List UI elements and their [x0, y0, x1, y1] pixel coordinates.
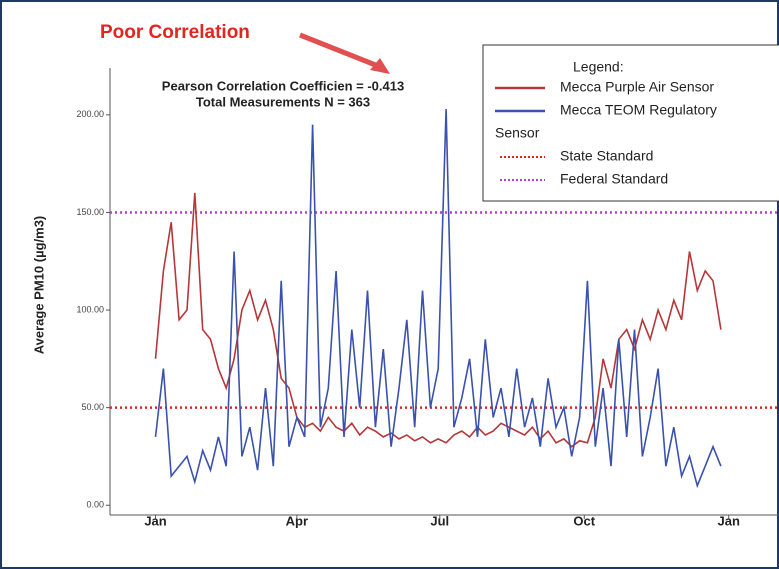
y-tick-label: 150.00 — [76, 207, 104, 217]
legend-label: State Standard — [560, 148, 653, 164]
x-tick-label: Oct — [573, 513, 595, 528]
legend-subtitle: Sensor — [495, 125, 540, 141]
series-line — [154, 192, 722, 448]
legend-label: Federal Standard — [560, 171, 668, 187]
legend-title: Legend: — [573, 59, 624, 75]
arrow-head — [370, 58, 390, 74]
y-axis-label: Average PM10 (µg/m3) — [31, 216, 46, 355]
annotation: Pearson Correlation Coefficien = -0.413 — [162, 78, 404, 93]
y-tick-label: 200.00 — [76, 109, 104, 119]
y-tick-label: 100.00 — [76, 304, 104, 314]
x-tick-label: Jan — [144, 513, 166, 528]
arrow — [299, 32, 379, 69]
x-tick-label: Apr — [286, 513, 308, 528]
x-tick-label: Jan — [718, 513, 740, 528]
y-tick-label: 50.00 — [81, 402, 104, 412]
legend-label: Mecca TEOM Regulatory — [560, 102, 717, 118]
y-tick-label: 0.00 — [86, 500, 104, 510]
x-tick-label: Jul — [430, 513, 449, 528]
series-line — [154, 108, 722, 489]
annotation: Poor Correlation — [100, 22, 250, 43]
legend-box — [482, 44, 779, 202]
legend-label: Mecca Purple Air Sensor — [560, 79, 714, 95]
annotation: Total Measurements N = 363 — [196, 94, 370, 109]
